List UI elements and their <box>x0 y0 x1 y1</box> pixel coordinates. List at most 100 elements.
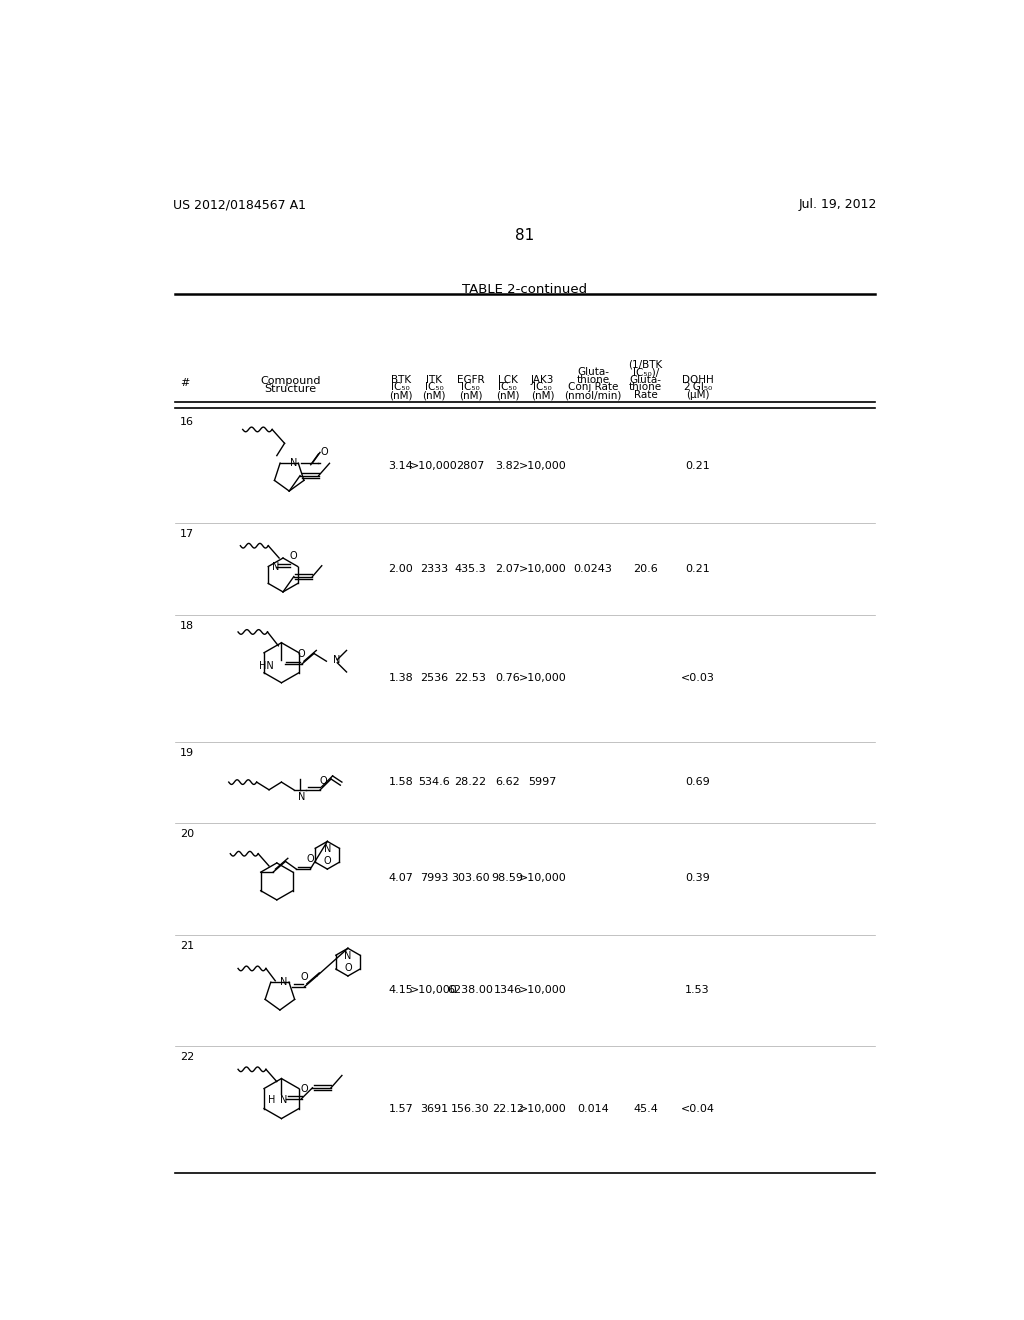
Text: Rate: Rate <box>634 391 657 400</box>
Text: #: # <box>180 378 189 388</box>
Text: N: N <box>324 843 331 854</box>
Text: 0.21: 0.21 <box>685 462 710 471</box>
Text: O: O <box>324 857 331 866</box>
Text: 303.60: 303.60 <box>452 874 489 883</box>
Text: HN: HN <box>259 661 273 671</box>
Text: <0.03: <0.03 <box>681 673 715 684</box>
Text: O: O <box>319 776 327 785</box>
Text: 98.59: 98.59 <box>492 874 523 883</box>
Text: >10,000: >10,000 <box>411 985 458 995</box>
Text: N: N <box>333 655 340 665</box>
Text: 17: 17 <box>180 529 195 539</box>
Text: IC₅₀: IC₅₀ <box>391 383 411 392</box>
Text: IC₅₀: IC₅₀ <box>534 383 552 392</box>
Text: N: N <box>290 458 298 469</box>
Text: 45.4: 45.4 <box>633 1105 658 1114</box>
Text: 21: 21 <box>180 941 195 950</box>
Text: 2.00: 2.00 <box>388 564 413 574</box>
Text: BTK: BTK <box>391 375 411 385</box>
Text: DOHH: DOHH <box>682 375 714 385</box>
Text: 435.3: 435.3 <box>455 564 486 574</box>
Text: 3.14: 3.14 <box>388 462 413 471</box>
Text: >10,000: >10,000 <box>519 985 566 995</box>
Text: 1.58: 1.58 <box>388 777 413 787</box>
Text: Structure: Structure <box>264 384 316 395</box>
Text: Gluta-: Gluta- <box>577 367 609 378</box>
Text: Compound: Compound <box>260 376 321 387</box>
Text: Gluta-: Gluta- <box>630 375 662 385</box>
Text: 5997: 5997 <box>528 777 557 787</box>
Text: IC₅₀: IC₅₀ <box>425 383 443 392</box>
Text: 3.82: 3.82 <box>496 462 520 471</box>
Text: O: O <box>301 972 308 982</box>
Text: 20: 20 <box>180 829 195 840</box>
Text: N: N <box>298 792 305 803</box>
Text: (nM): (nM) <box>530 391 554 400</box>
Text: 4.15: 4.15 <box>388 985 413 995</box>
Text: US 2012/0184567 A1: US 2012/0184567 A1 <box>173 198 306 211</box>
Text: 20.6: 20.6 <box>633 564 658 574</box>
Text: Jul. 19, 2012: Jul. 19, 2012 <box>799 198 877 211</box>
Text: 19: 19 <box>180 748 195 758</box>
Text: 6238.00: 6238.00 <box>447 985 494 995</box>
Text: O: O <box>344 964 351 973</box>
Text: N: N <box>272 561 280 572</box>
Text: O: O <box>289 552 297 561</box>
Text: >10,000: >10,000 <box>411 462 458 471</box>
Text: 4.07: 4.07 <box>388 874 414 883</box>
Text: ITK: ITK <box>426 375 442 385</box>
Text: 2333: 2333 <box>420 564 449 574</box>
Text: 22.53: 22.53 <box>455 673 486 684</box>
Text: IC₅₀: IC₅₀ <box>461 383 480 392</box>
Text: 22: 22 <box>180 1052 195 1063</box>
Text: IC₅₀: IC₅₀ <box>499 383 517 392</box>
Text: (μM): (μM) <box>686 391 710 400</box>
Text: (nM): (nM) <box>459 391 482 400</box>
Text: LCK: LCK <box>498 375 518 385</box>
Text: 3691: 3691 <box>420 1105 449 1114</box>
Text: EGFR: EGFR <box>457 375 484 385</box>
Text: <0.04: <0.04 <box>681 1105 715 1114</box>
Text: 0.69: 0.69 <box>685 777 710 787</box>
Text: O: O <box>301 1084 308 1093</box>
Text: 1346: 1346 <box>494 985 522 995</box>
Text: (nM): (nM) <box>422 391 445 400</box>
Text: 6.62: 6.62 <box>496 777 520 787</box>
Text: (nM): (nM) <box>389 391 413 400</box>
Text: thione: thione <box>577 375 609 385</box>
Text: O: O <box>306 854 314 865</box>
Text: >10,000: >10,000 <box>519 874 566 883</box>
Text: 2 GI₅₀: 2 GI₅₀ <box>683 383 712 392</box>
Text: 0.39: 0.39 <box>685 874 710 883</box>
Text: >10,000: >10,000 <box>519 1105 566 1114</box>
Text: 16: 16 <box>180 417 194 428</box>
Text: 2.07: 2.07 <box>496 564 520 574</box>
Text: N: N <box>280 1096 288 1105</box>
Text: 0.21: 0.21 <box>685 564 710 574</box>
Text: >10,000: >10,000 <box>519 673 566 684</box>
Text: 0.76: 0.76 <box>496 673 520 684</box>
Text: thione: thione <box>629 383 663 392</box>
Text: 156.30: 156.30 <box>452 1105 489 1114</box>
Text: 2807: 2807 <box>457 462 484 471</box>
Text: 81: 81 <box>515 227 535 243</box>
Text: 0.014: 0.014 <box>578 1105 609 1114</box>
Text: Conj Rate: Conj Rate <box>568 383 618 392</box>
Text: >10,000: >10,000 <box>519 564 566 574</box>
Text: (nmol/min): (nmol/min) <box>564 391 622 400</box>
Text: 18: 18 <box>180 622 195 631</box>
Text: 28.22: 28.22 <box>455 777 486 787</box>
Text: 7993: 7993 <box>420 874 449 883</box>
Text: 1.38: 1.38 <box>388 673 413 684</box>
Text: TABLE 2-continued: TABLE 2-continued <box>462 284 588 296</box>
Text: 0.0243: 0.0243 <box>573 564 612 574</box>
Text: (nM): (nM) <box>496 391 519 400</box>
Text: H: H <box>268 1096 275 1105</box>
Text: 2536: 2536 <box>420 673 449 684</box>
Text: N: N <box>281 977 288 987</box>
Text: O: O <box>321 447 329 458</box>
Text: 22.12: 22.12 <box>492 1105 523 1114</box>
Text: IC₅₀)/: IC₅₀)/ <box>633 367 658 378</box>
Text: >10,000: >10,000 <box>519 462 566 471</box>
Text: JAK3: JAK3 <box>530 375 554 385</box>
